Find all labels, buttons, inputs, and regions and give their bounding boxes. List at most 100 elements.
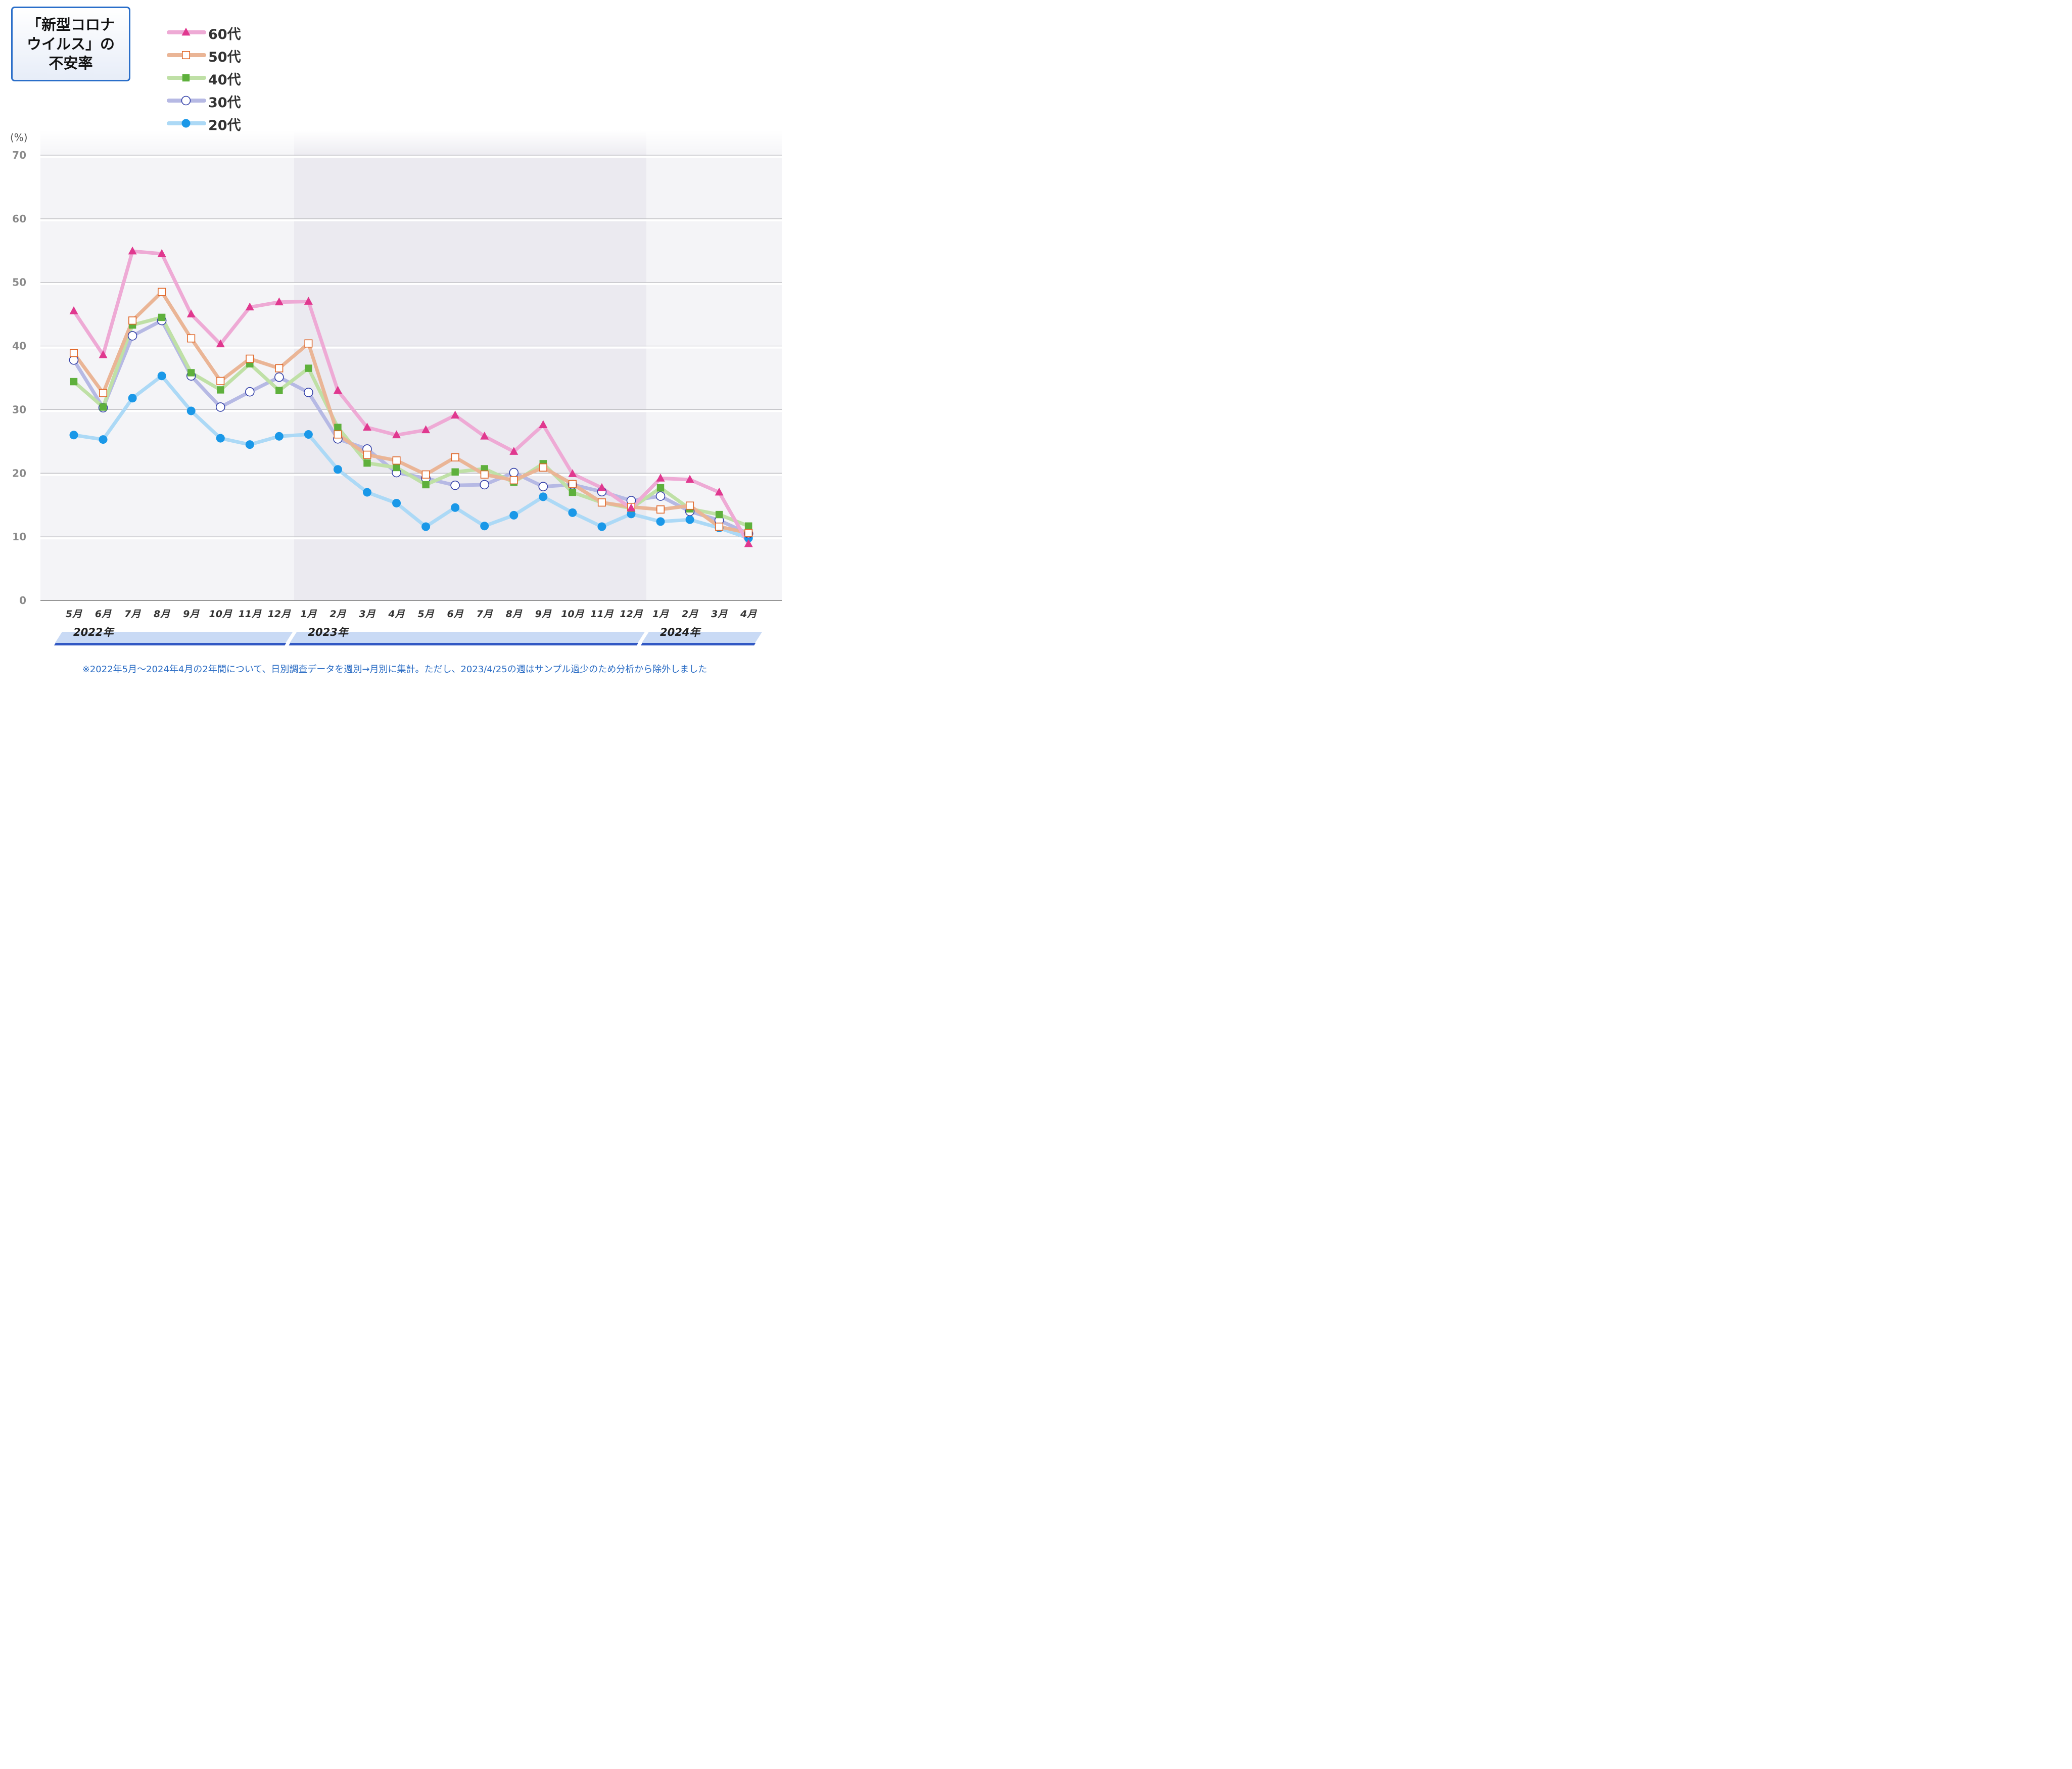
legend-marker xyxy=(181,51,191,60)
data-point-20代 xyxy=(451,503,460,512)
year-2023-band xyxy=(294,130,646,600)
data-point-50代 xyxy=(128,316,137,325)
year-band xyxy=(290,632,645,643)
data-point-30代 xyxy=(655,491,666,501)
data-point-40代 xyxy=(305,364,312,372)
chart-title-line: 不安率 xyxy=(49,55,93,72)
x-tick-label: 1月 xyxy=(300,609,317,620)
data-point-40代 xyxy=(334,424,342,431)
x-tick-label: 8月 xyxy=(154,609,170,620)
data-point-60代 xyxy=(304,297,313,305)
legend-label: 40代 xyxy=(208,72,241,88)
x-tick-label: 11月 xyxy=(590,609,614,620)
data-point-60代 xyxy=(421,425,431,434)
x-tick-label: 9月 xyxy=(183,609,200,620)
x-tick-label: 11月 xyxy=(239,609,262,620)
data-point-40代 xyxy=(70,378,78,386)
data-point-60代 xyxy=(480,431,489,440)
x-tick-label: 3月 xyxy=(711,609,728,620)
data-point-60代 xyxy=(627,503,636,511)
data-point-60代 xyxy=(451,410,460,419)
data-point-50代 xyxy=(715,522,724,531)
data-point-50代 xyxy=(187,334,196,343)
data-point-60代 xyxy=(744,539,753,547)
data-point-20代 xyxy=(245,440,254,449)
data-point-60代 xyxy=(157,249,166,257)
legend-marker xyxy=(181,96,191,106)
x-tick-label: 1月 xyxy=(652,609,669,620)
y-tick-label: 60 xyxy=(12,213,26,225)
data-point-20代 xyxy=(539,492,548,501)
y-tick-label: 40 xyxy=(12,340,26,352)
legend-swatch xyxy=(167,27,206,36)
data-point-20代 xyxy=(128,394,137,403)
data-point-40代 xyxy=(569,488,577,496)
data-point-40代 xyxy=(451,468,459,476)
year-label: 2023年 xyxy=(308,626,349,638)
chart-title-box: 「新型コロナ ウイルス」の 不安率 xyxy=(11,7,130,81)
x-tick-label: 2月 xyxy=(682,609,698,620)
chart-title-line: 「新型コロナ xyxy=(26,16,115,33)
data-point-30代 xyxy=(127,331,137,341)
y-tick-label: 20 xyxy=(12,467,26,479)
legend-item: 60代 xyxy=(167,21,258,44)
x-tick-label: 4月 xyxy=(388,609,405,620)
x-tick-label: 3月 xyxy=(359,609,375,620)
x-tick-label: 12月 xyxy=(620,609,643,620)
data-point-60代 xyxy=(656,474,665,482)
data-point-50代 xyxy=(216,377,225,385)
legend-marker xyxy=(182,74,190,82)
data-point-60代 xyxy=(333,386,342,394)
legend-marker xyxy=(181,27,191,36)
data-point-20代 xyxy=(216,434,225,443)
data-point-50代 xyxy=(421,470,430,479)
legend-marker xyxy=(181,119,191,128)
data-point-60代 xyxy=(685,475,694,483)
data-point-60代 xyxy=(99,350,108,358)
data-point-50代 xyxy=(539,463,547,472)
data-point-60代 xyxy=(245,302,254,311)
legend-swatch xyxy=(167,51,206,60)
legend-swatch xyxy=(167,96,206,106)
data-point-40代 xyxy=(715,510,723,519)
data-point-20代 xyxy=(304,430,313,439)
x-tick-label: 10月 xyxy=(561,609,584,620)
year-groups: 2022年 2023年 2024年 xyxy=(54,626,763,645)
y-tick-label: 70 xyxy=(12,149,26,161)
legend-label: 50代 xyxy=(208,50,241,65)
data-point-30代 xyxy=(304,388,313,397)
data-point-50代 xyxy=(392,456,401,465)
data-point-50代 xyxy=(686,501,694,510)
data-point-30代 xyxy=(245,387,255,397)
data-point-20代 xyxy=(157,371,166,381)
x-tick-label: 5月 xyxy=(417,609,434,620)
year-band xyxy=(641,632,763,643)
legend-swatch xyxy=(167,74,206,82)
data-point-50代 xyxy=(246,354,254,363)
series-line-60代 xyxy=(72,249,750,546)
x-tick-label: 6月 xyxy=(447,609,464,620)
data-point-40代 xyxy=(422,481,430,489)
data-point-50代 xyxy=(363,450,371,459)
data-point-60代 xyxy=(539,420,548,429)
data-point-50代 xyxy=(656,505,665,514)
data-point-50代 xyxy=(509,476,518,485)
data-point-50代 xyxy=(597,498,606,507)
x-tick-label: 2月 xyxy=(329,609,346,620)
data-point-20代 xyxy=(685,515,694,524)
x-tick-label: 6月 xyxy=(95,609,112,620)
legend-label: 20代 xyxy=(208,118,241,133)
data-point-60代 xyxy=(186,309,196,318)
data-point-20代 xyxy=(363,488,371,497)
data-point-50代 xyxy=(568,480,577,488)
data-point-20代 xyxy=(656,517,665,526)
data-point-50代 xyxy=(275,364,284,373)
data-point-30代 xyxy=(215,402,225,412)
year-band xyxy=(55,632,293,643)
data-point-20代 xyxy=(186,406,196,415)
legend-label: 60代 xyxy=(208,27,241,42)
data-point-20代 xyxy=(333,465,342,474)
data-point-50代 xyxy=(69,349,78,357)
data-point-20代 xyxy=(421,522,431,531)
legend-item: 20代 xyxy=(167,112,258,135)
